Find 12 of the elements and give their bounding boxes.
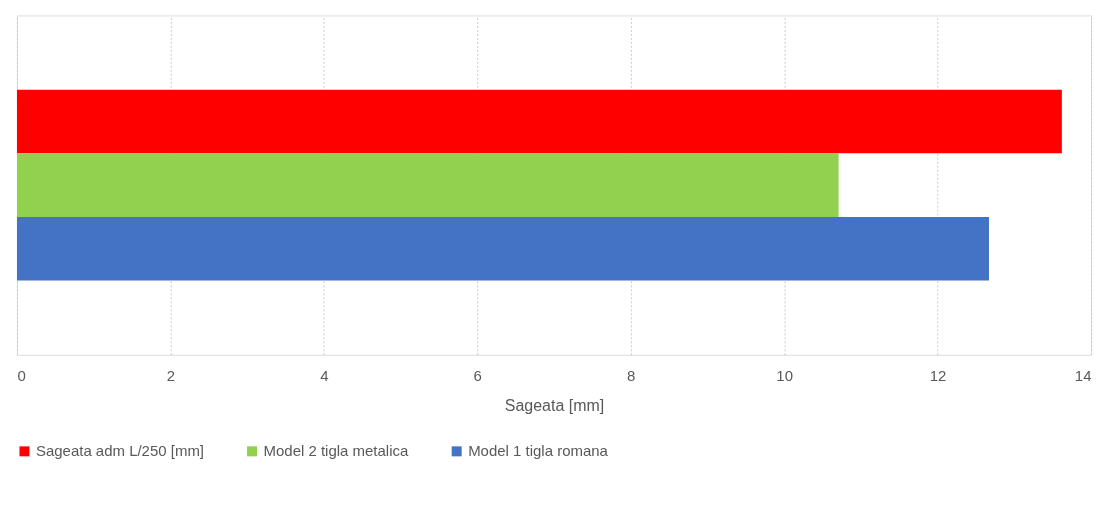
x-tick-label: 8 (627, 367, 636, 385)
x-tick-label: 2 (166, 367, 176, 385)
x-axis-title: Sageata [mm] (504, 397, 605, 415)
x-tick-label: 0 (17, 367, 26, 385)
legend-label: Model 1 tigla romana (468, 442, 609, 460)
x-tick-label: 12 (929, 367, 947, 385)
legend-label: Model 2 tigla metalica (263, 442, 409, 460)
x-tick-label: 4 (320, 367, 329, 385)
x-tick-label: 14 (1074, 367, 1092, 385)
x-tick-label: 6 (473, 367, 482, 385)
legend-label: Sageata adm L/250 [mm] (35, 442, 205, 460)
x-tick-label: 10 (776, 367, 793, 385)
